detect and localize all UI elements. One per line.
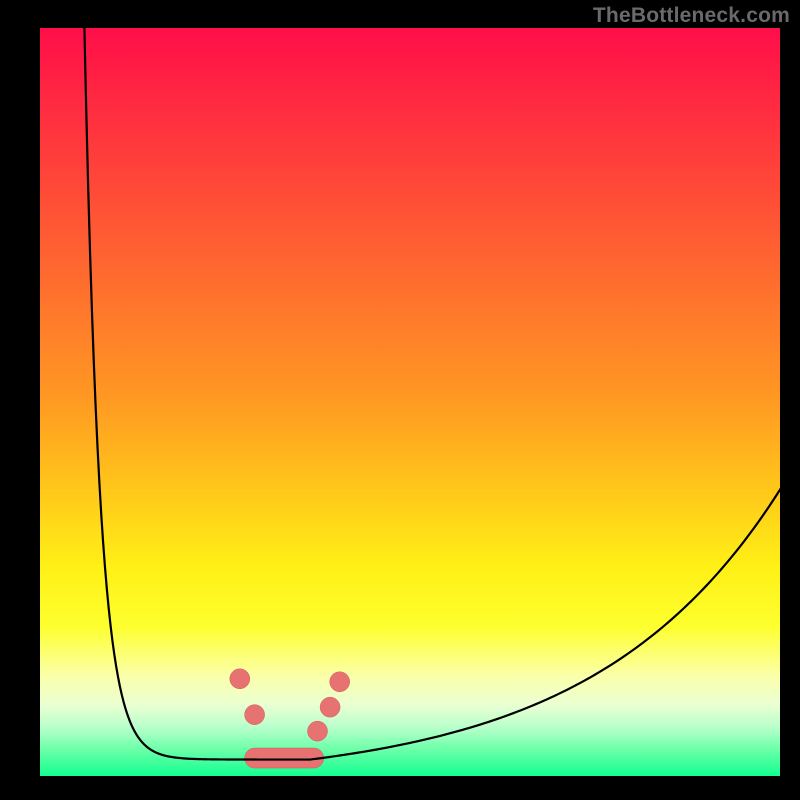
marker-dot — [245, 705, 265, 725]
marker-bar — [245, 748, 324, 768]
watermark-text: TheBottleneck.com — [593, 4, 790, 28]
bottleneck-chart — [0, 0, 800, 800]
marker-dot — [320, 697, 340, 717]
marker-dot — [230, 669, 250, 689]
chart-container: TheBottleneck.com — [0, 0, 800, 800]
marker-dot — [308, 721, 328, 741]
marker-dot — [330, 672, 350, 692]
plot-background — [40, 28, 780, 776]
